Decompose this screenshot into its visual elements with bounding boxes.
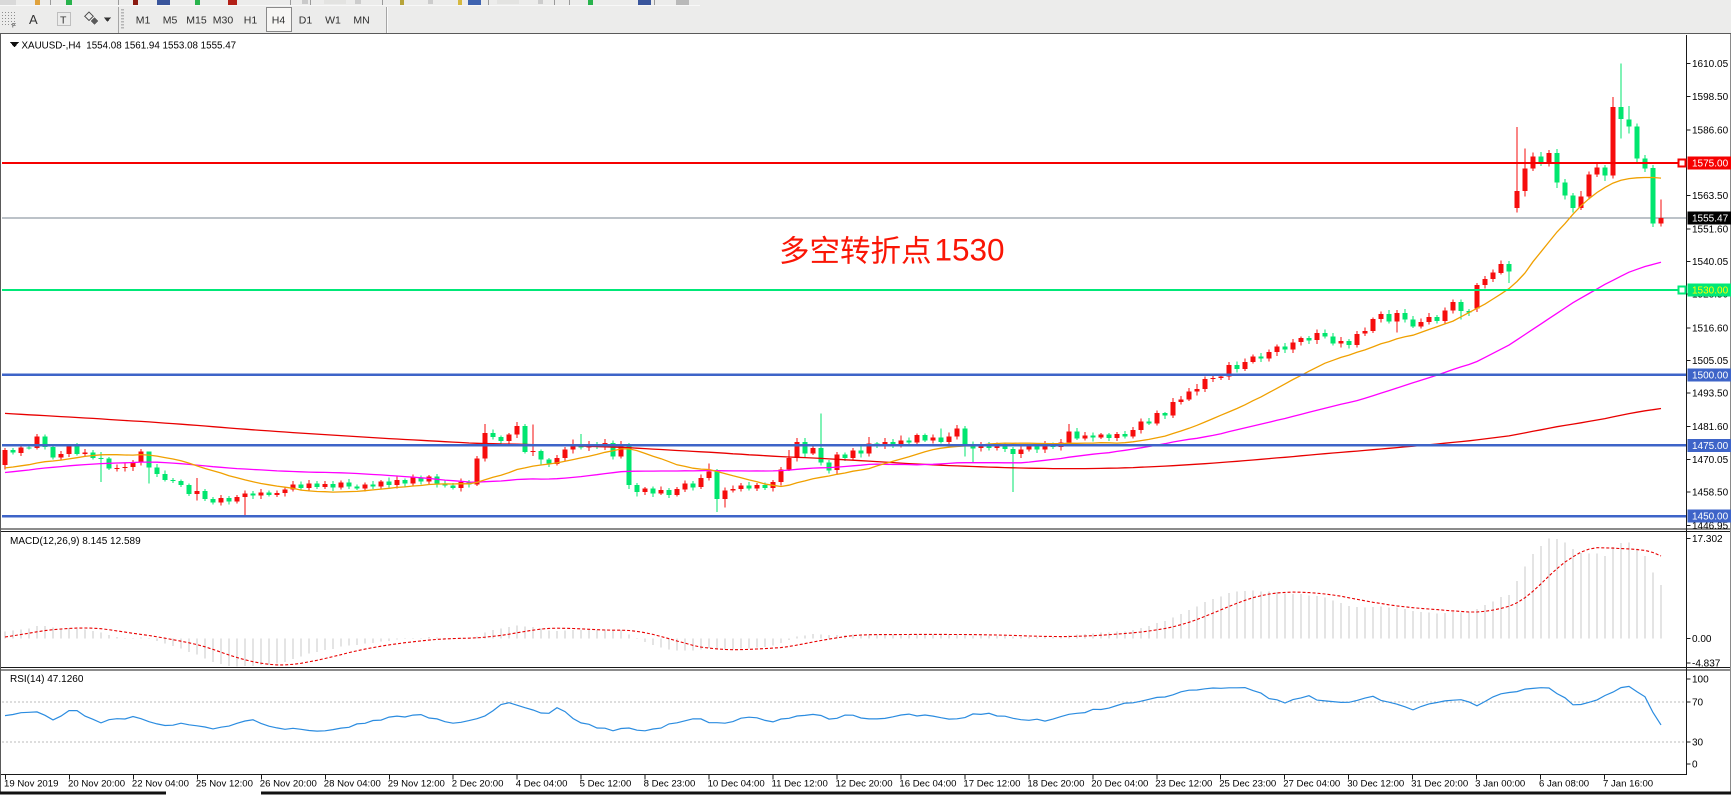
svg-text:2 Dec 20:00: 2 Dec 20:00 xyxy=(452,779,504,790)
svg-text:12 Dec 20:00: 12 Dec 20:00 xyxy=(836,779,893,790)
svg-text:H1: H1 xyxy=(244,15,258,27)
svg-text:28 Nov 04:00: 28 Nov 04:00 xyxy=(324,779,381,790)
svg-text:25 Dec 23:00: 25 Dec 23:00 xyxy=(1219,779,1276,790)
svg-text:1450.00: 1450.00 xyxy=(1692,512,1729,523)
svg-text:M30: M30 xyxy=(213,15,234,27)
svg-text:27 Dec 04:00: 27 Dec 04:00 xyxy=(1283,779,1340,790)
svg-text:23 Dec 12:00: 23 Dec 12:00 xyxy=(1155,779,1212,790)
svg-text:25 Nov 12:00: 25 Nov 12:00 xyxy=(196,779,253,790)
svg-text:1586.60: 1586.60 xyxy=(1692,126,1729,137)
svg-text:5 Dec 12:00: 5 Dec 12:00 xyxy=(580,779,632,790)
svg-text:XAUUSD-,H4 1554.08 1561.94 15: XAUUSD-,H4 1554.08 1561.94 1553.08 1555.… xyxy=(22,41,237,52)
svg-text:1500.00: 1500.00 xyxy=(1692,370,1729,381)
svg-text:17.302: 17.302 xyxy=(1692,534,1723,545)
svg-text:7 Jan 16:00: 7 Jan 16:00 xyxy=(1603,779,1653,790)
svg-text:6 Jan 08:00: 6 Jan 08:00 xyxy=(1539,779,1589,790)
svg-text:10 Dec 04:00: 10 Dec 04:00 xyxy=(708,779,765,790)
svg-text:100: 100 xyxy=(1692,675,1709,686)
svg-text:1446.95: 1446.95 xyxy=(1692,521,1729,532)
svg-text:26 Nov 20:00: 26 Nov 20:00 xyxy=(260,779,317,790)
svg-text:19 Nov 2019: 19 Nov 2019 xyxy=(4,779,58,790)
svg-text:1551.60: 1551.60 xyxy=(1692,224,1729,235)
svg-text:1458.50: 1458.50 xyxy=(1692,488,1729,499)
svg-text:F: F xyxy=(12,23,16,30)
svg-text:30 Dec 12:00: 30 Dec 12:00 xyxy=(1347,779,1404,790)
svg-text:-4.837: -4.837 xyxy=(1692,659,1721,670)
svg-text:30: 30 xyxy=(1692,738,1704,749)
svg-text:M15: M15 xyxy=(186,15,207,27)
svg-text:A: A xyxy=(29,12,38,27)
svg-text:1505.05: 1505.05 xyxy=(1692,356,1729,367)
svg-text:1493.50: 1493.50 xyxy=(1692,389,1729,400)
svg-text:MN: MN xyxy=(353,15,369,27)
svg-text:MACD(12,26,9) 8.145 12.589: MACD(12,26,9) 8.145 12.589 xyxy=(10,536,141,547)
svg-text:0.00: 0.00 xyxy=(1692,634,1712,645)
svg-text:1475.00: 1475.00 xyxy=(1692,441,1729,452)
svg-text:11 Dec 12:00: 11 Dec 12:00 xyxy=(772,779,828,790)
svg-text:1530: 1530 xyxy=(935,232,1005,268)
svg-text:70: 70 xyxy=(1692,698,1704,709)
svg-text:H4: H4 xyxy=(272,15,286,27)
svg-text:1516.60: 1516.60 xyxy=(1692,323,1729,334)
svg-text:4 Dec 04:00: 4 Dec 04:00 xyxy=(516,779,568,790)
svg-text:T: T xyxy=(60,15,67,27)
svg-text:1610.05: 1610.05 xyxy=(1692,59,1729,70)
svg-text:RSI(14) 47.1260: RSI(14) 47.1260 xyxy=(10,674,84,685)
svg-text:18 Dec 20:00: 18 Dec 20:00 xyxy=(1027,779,1084,790)
svg-text:W1: W1 xyxy=(325,15,341,27)
svg-text:20 Nov 20:00: 20 Nov 20:00 xyxy=(68,779,125,790)
svg-text:8 Dec 23:00: 8 Dec 23:00 xyxy=(644,779,696,790)
svg-text:D1: D1 xyxy=(299,15,313,27)
svg-text:1530.00: 1530.00 xyxy=(1692,285,1729,296)
svg-text:31 Dec 20:00: 31 Dec 20:00 xyxy=(1411,779,1468,790)
svg-text:M1: M1 xyxy=(136,15,151,27)
svg-text:1563.50: 1563.50 xyxy=(1692,191,1729,202)
svg-text:22 Nov 04:00: 22 Nov 04:00 xyxy=(132,779,189,790)
svg-text:1555.47: 1555.47 xyxy=(1692,213,1729,224)
svg-text:20 Dec 04:00: 20 Dec 04:00 xyxy=(1091,779,1148,790)
svg-text:29 Nov 12:00: 29 Nov 12:00 xyxy=(388,779,445,790)
svg-text:M5: M5 xyxy=(163,15,178,27)
svg-text:1470.05: 1470.05 xyxy=(1692,455,1729,466)
svg-text:1481.60: 1481.60 xyxy=(1692,422,1729,433)
svg-text:16 Dec 04:00: 16 Dec 04:00 xyxy=(899,779,956,790)
svg-text:1575.00: 1575.00 xyxy=(1692,158,1729,169)
svg-text:1540.05: 1540.05 xyxy=(1692,257,1729,268)
svg-text:3 Jan 00:00: 3 Jan 00:00 xyxy=(1475,779,1525,790)
svg-text:1598.50: 1598.50 xyxy=(1692,92,1729,103)
svg-text:0: 0 xyxy=(1692,760,1698,771)
svg-text:17 Dec 12:00: 17 Dec 12:00 xyxy=(963,779,1020,790)
